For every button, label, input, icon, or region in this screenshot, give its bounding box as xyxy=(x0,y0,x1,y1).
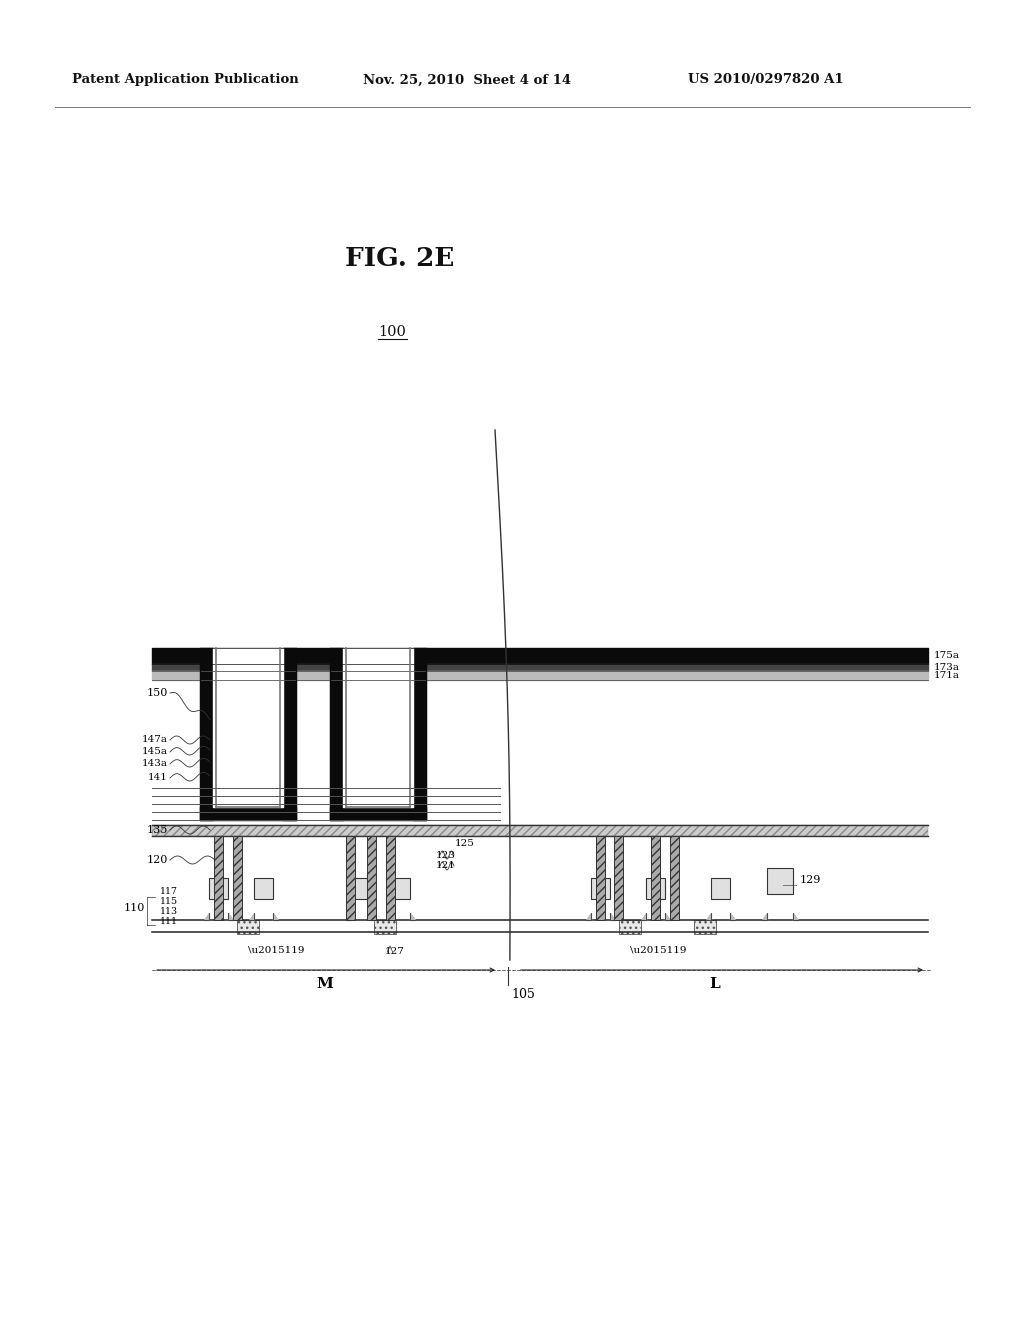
Polygon shape xyxy=(410,913,415,920)
Text: 110: 110 xyxy=(124,903,145,913)
Bar xyxy=(613,836,623,920)
Bar xyxy=(670,836,679,920)
Text: L: L xyxy=(710,977,720,991)
Polygon shape xyxy=(385,913,390,920)
Bar xyxy=(390,878,410,899)
Bar xyxy=(367,836,376,920)
Text: 141: 141 xyxy=(148,774,168,783)
Text: Patent Application Publication: Patent Application Publication xyxy=(72,74,299,87)
Polygon shape xyxy=(665,913,670,920)
Bar xyxy=(711,878,729,899)
Text: 127: 127 xyxy=(385,946,404,956)
Bar xyxy=(374,920,396,935)
Text: 135: 135 xyxy=(146,825,168,836)
Bar xyxy=(254,878,272,899)
Text: US 2010/0297820 A1: US 2010/0297820 A1 xyxy=(688,74,844,87)
Polygon shape xyxy=(370,913,375,920)
Text: 147a: 147a xyxy=(142,735,168,744)
Bar xyxy=(596,836,604,920)
Polygon shape xyxy=(640,913,645,920)
Text: 111: 111 xyxy=(160,916,178,925)
Polygon shape xyxy=(762,913,767,920)
Bar xyxy=(232,836,242,920)
Text: 150: 150 xyxy=(146,688,168,698)
Polygon shape xyxy=(706,913,711,920)
Text: 100: 100 xyxy=(378,325,406,339)
Bar xyxy=(645,878,665,899)
Polygon shape xyxy=(249,913,254,920)
Polygon shape xyxy=(793,913,798,920)
Bar xyxy=(385,836,394,920)
Text: 113: 113 xyxy=(160,908,178,916)
Polygon shape xyxy=(609,913,614,920)
Polygon shape xyxy=(204,913,209,920)
Text: \u2015119: \u2015119 xyxy=(630,945,686,954)
Bar xyxy=(237,920,259,935)
Bar xyxy=(213,836,222,920)
Polygon shape xyxy=(272,913,278,920)
Text: 125: 125 xyxy=(455,838,475,847)
Text: Nov. 25, 2010  Sheet 4 of 14: Nov. 25, 2010 Sheet 4 of 14 xyxy=(362,74,571,87)
Bar xyxy=(209,878,227,899)
Bar xyxy=(767,869,793,894)
Text: 175a: 175a xyxy=(934,651,961,660)
Text: 123: 123 xyxy=(436,850,456,859)
Text: \u2015119: \u2015119 xyxy=(248,945,304,954)
Polygon shape xyxy=(586,913,591,920)
Text: FIG. 2E: FIG. 2E xyxy=(345,246,455,271)
Text: 143a: 143a xyxy=(142,759,168,768)
Text: 145a: 145a xyxy=(142,747,168,756)
Text: 117: 117 xyxy=(160,887,178,896)
Polygon shape xyxy=(227,913,232,920)
Text: 129: 129 xyxy=(800,875,821,884)
Bar xyxy=(345,836,354,920)
Bar xyxy=(694,920,716,935)
Bar xyxy=(591,878,609,899)
Polygon shape xyxy=(729,913,734,920)
Text: 120: 120 xyxy=(146,855,168,865)
Text: 171a: 171a xyxy=(934,672,961,681)
Text: 121: 121 xyxy=(436,862,456,870)
Text: 173a: 173a xyxy=(934,663,961,672)
Text: 115: 115 xyxy=(160,898,178,907)
Text: 105: 105 xyxy=(511,987,535,1001)
Bar xyxy=(350,878,370,899)
Text: M: M xyxy=(316,977,334,991)
Polygon shape xyxy=(345,913,350,920)
Bar xyxy=(650,836,659,920)
Bar xyxy=(618,920,641,935)
